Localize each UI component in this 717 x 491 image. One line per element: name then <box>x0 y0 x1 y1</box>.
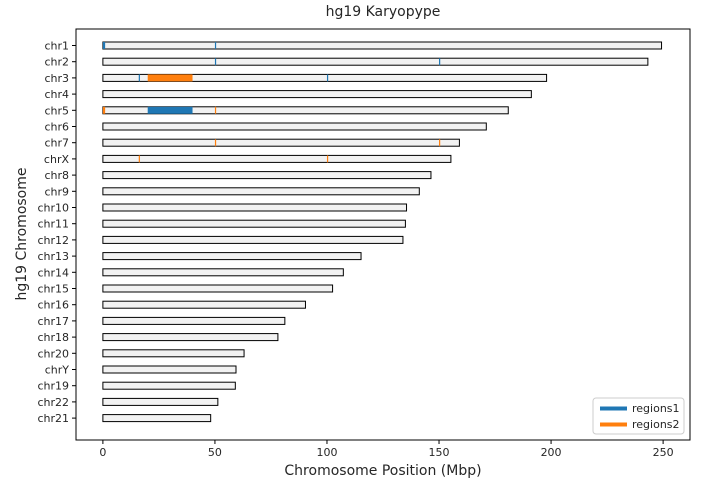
y-tick-label-chr20: chr20 <box>37 347 69 360</box>
chromosome-bar-chrX <box>102 154 452 163</box>
region-regions2-chr3 <box>147 74 193 82</box>
region-regions2-chr7 <box>214 139 217 147</box>
chart-title: hg19 Karyopype <box>326 4 441 20</box>
legend: regions1 regions2 <box>592 397 685 435</box>
y-tick-label-chr18: chr18 <box>37 331 69 344</box>
y-tick-label-chr22: chr22 <box>37 396 69 409</box>
x-tick-label-50: 50 <box>208 446 222 459</box>
y-tick-label-chr3: chr3 <box>44 72 69 85</box>
y-tick-label-chr19: chr19 <box>37 380 69 393</box>
chromosome-bar-chr11 <box>102 219 406 228</box>
x-axis-title: Chromosome Position (Mbp) <box>284 463 481 479</box>
region-regions2-chrX <box>138 155 140 163</box>
chromosome-bar-chr2 <box>102 57 649 66</box>
chromosome-bar-chr15 <box>102 284 334 293</box>
region-regions1-chr3 <box>138 74 140 82</box>
y-axis-title: hg19 Chromosome <box>14 168 30 301</box>
y-tick-label-chr17: chr17 <box>37 315 69 328</box>
region-regions1-chr1 <box>214 42 217 49</box>
region-regions2-chrX <box>326 155 329 163</box>
chromosome-bar-chr12 <box>102 235 404 244</box>
region-regions1-chr5 <box>147 106 193 114</box>
y-tick-label-chr5: chr5 <box>44 104 69 117</box>
region-regions2-chr7 <box>439 139 441 147</box>
y-tick-label-chr10: chr10 <box>37 202 69 215</box>
chromosome-bar-chr21 <box>102 414 212 423</box>
y-tick-label-chrY: chrY <box>45 364 70 377</box>
x-tick-label-0: 0 <box>99 446 106 459</box>
y-tick-label-chr21: chr21 <box>37 412 69 425</box>
chromosome-bar-chr17 <box>102 316 286 325</box>
y-axis-ticks: chr1 chr2 chr3 chr4 chr5 chr6 chr7 chrX chr8 chr9… <box>37 40 76 425</box>
y-tick-label-chrX: chrX <box>44 153 70 166</box>
y-tick-label-chr16: chr16 <box>37 299 69 312</box>
region-regions1-chr2 <box>214 58 217 66</box>
chromosome-bar-chr18 <box>102 333 279 342</box>
y-tick-label-chr7: chr7 <box>44 137 69 150</box>
y-tick-label-chr11: chr11 <box>37 218 69 231</box>
chromosome-bar-chrY <box>102 365 237 374</box>
y-tick-label-chr2: chr2 <box>44 56 69 69</box>
y-tick-label-chr14: chr14 <box>37 266 69 279</box>
region-layer <box>102 42 441 163</box>
chromosome-bar-chr13 <box>102 252 362 261</box>
y-tick-label-chr13: chr13 <box>37 250 69 263</box>
legend-label-regions2: regions2 <box>632 418 680 431</box>
chromosome-bar-chr4 <box>102 90 532 99</box>
chromosome-bar-chr16 <box>102 300 306 309</box>
region-regions1-chr2 <box>439 58 441 66</box>
legend-label-regions1: regions1 <box>632 402 680 415</box>
plot-frame <box>75 28 691 441</box>
x-axis-ticks: 0 50 100 150 200 250 <box>99 440 674 459</box>
y-tick-label-chr15: chr15 <box>37 283 69 296</box>
y-tick-label-chr4: chr4 <box>44 88 69 101</box>
chromosome-bar-chr20 <box>102 349 245 358</box>
region-regions1-chr1 <box>102 42 106 49</box>
chromosome-bar-chr1 <box>102 41 663 50</box>
chromosome-bar-chr8 <box>102 171 432 180</box>
region-regions1-chr3 <box>326 74 329 82</box>
chromosome-bar-chr7 <box>102 138 460 147</box>
y-tick-label-chr1: chr1 <box>44 40 69 53</box>
chromosome-bar-chr10 <box>102 203 408 212</box>
y-tick-label-chr6: chr6 <box>44 121 69 134</box>
x-tick-label-250: 250 <box>653 446 674 459</box>
x-tick-label-200: 200 <box>541 446 562 459</box>
chromosome-bar-chr14 <box>102 268 344 277</box>
region-regions2-chr5 <box>102 106 106 114</box>
chromosome-bar-chr19 <box>102 381 236 390</box>
y-tick-label-chr8: chr8 <box>44 169 69 182</box>
chromosome-bar-chr3 <box>102 73 548 82</box>
chromosome-bar-chr6 <box>102 122 487 131</box>
y-tick-label-chr9: chr9 <box>44 185 69 198</box>
chromosome-layer <box>102 41 663 423</box>
x-tick-label-150: 150 <box>429 446 450 459</box>
chromosome-bar-chr22 <box>102 397 219 406</box>
y-tick-label-chr12: chr12 <box>37 234 69 247</box>
x-tick-label-100: 100 <box>316 446 337 459</box>
chromosome-bar-chr9 <box>102 187 420 196</box>
region-regions2-chr5 <box>214 106 217 114</box>
